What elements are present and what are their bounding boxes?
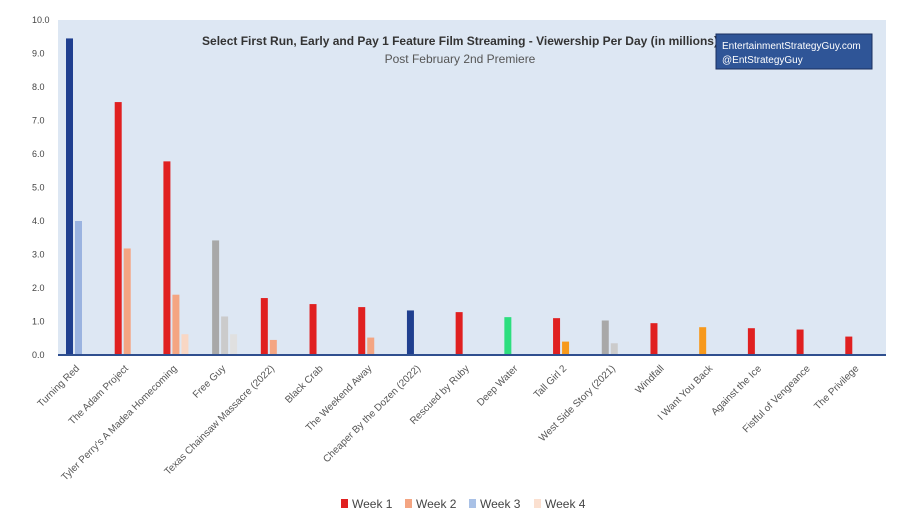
legend-swatch bbox=[341, 499, 348, 508]
bar-week-2 bbox=[123, 248, 131, 355]
category-label: Against the Ice bbox=[709, 363, 764, 418]
bar-week-1 bbox=[358, 307, 366, 355]
bar-week-2 bbox=[367, 337, 375, 355]
legend-label: Week 2 bbox=[416, 497, 457, 511]
bar-week-1 bbox=[553, 318, 561, 355]
y-tick-label: 10.0 bbox=[32, 15, 50, 25]
legend-swatch bbox=[469, 499, 476, 508]
chart-subtitle: Post February 2nd Premiere bbox=[385, 52, 536, 66]
category-label: Black Crab bbox=[283, 363, 326, 406]
legend-label: Week 3 bbox=[480, 497, 521, 511]
bar-week-1 bbox=[163, 161, 171, 355]
bar-week-2 bbox=[172, 294, 180, 355]
bar-week-1 bbox=[406, 310, 414, 355]
chart-title: Select First Run, Early and Pay 1 Featur… bbox=[202, 34, 718, 48]
watermark-box: EntertainmentStrategyGuy.com @EntStrateg… bbox=[715, 33, 873, 70]
category-label: Turning Red bbox=[36, 363, 82, 409]
bar-week-1 bbox=[699, 327, 707, 355]
legend-label: Week 1 bbox=[352, 497, 393, 511]
y-tick-label: 9.0 bbox=[32, 49, 45, 59]
bar-week-1 bbox=[212, 240, 220, 355]
bar-week-2 bbox=[221, 316, 229, 355]
y-tick-label: 0.0 bbox=[32, 350, 45, 360]
bar-week-2 bbox=[75, 221, 82, 355]
y-tick-label: 2.0 bbox=[32, 283, 45, 293]
watermark-background bbox=[715, 33, 873, 70]
legend: Week 1 Week 2 Week 3 Week 4 bbox=[341, 497, 586, 511]
y-axis-ticks: 0.0 1.0 2.0 3.0 4.0 5.0 6.0 7.0 8.0 9.0 10.0 bbox=[32, 15, 50, 360]
bar-week-1 bbox=[66, 38, 73, 356]
bar-week-1 bbox=[309, 304, 317, 355]
bar-week-1 bbox=[601, 320, 609, 355]
category-label: Texas Chainsaw Massacre (2022) bbox=[163, 363, 277, 477]
y-tick-label: 8.0 bbox=[32, 82, 45, 92]
bar-week-1 bbox=[796, 329, 804, 355]
category-label: Windfall bbox=[634, 363, 667, 396]
bar-week-1 bbox=[455, 312, 463, 355]
y-tick-label: 6.0 bbox=[32, 149, 45, 159]
category-label: Tall Girl 2 bbox=[532, 363, 570, 401]
bar-week-3 bbox=[230, 334, 238, 355]
category-label: The Privilege bbox=[812, 363, 861, 412]
bar-week-1 bbox=[260, 298, 268, 355]
bar-week-1 bbox=[845, 336, 853, 355]
bar-week-1 bbox=[650, 323, 658, 355]
category-label: Deep Water bbox=[475, 363, 521, 409]
plot-area bbox=[58, 20, 886, 355]
bar-week-2 bbox=[610, 343, 618, 355]
y-tick-label: 3.0 bbox=[32, 250, 45, 260]
legend-label: Week 4 bbox=[545, 497, 586, 511]
y-tick-label: 5.0 bbox=[32, 183, 45, 193]
watermark-handle: @EntStrategyGuy bbox=[722, 55, 803, 66]
legend-swatch bbox=[405, 499, 412, 508]
bar-week-1 bbox=[747, 328, 755, 355]
bar-week-1 bbox=[504, 317, 512, 355]
y-tick-label: 4.0 bbox=[32, 216, 45, 226]
bar-week-2 bbox=[562, 341, 570, 355]
category-label: Cheaper By the Dozen (2022) bbox=[321, 363, 423, 465]
watermark-site: EntertainmentStrategyGuy.com bbox=[722, 41, 861, 52]
bar-week-2 bbox=[269, 339, 277, 355]
bars bbox=[66, 38, 853, 356]
bar-week-1 bbox=[114, 102, 122, 355]
legend-swatch bbox=[534, 499, 541, 508]
y-tick-label: 1.0 bbox=[32, 317, 45, 327]
category-label: Free Guy bbox=[191, 363, 228, 400]
bar-week-3 bbox=[181, 334, 189, 355]
y-tick-label: 7.0 bbox=[32, 116, 45, 126]
